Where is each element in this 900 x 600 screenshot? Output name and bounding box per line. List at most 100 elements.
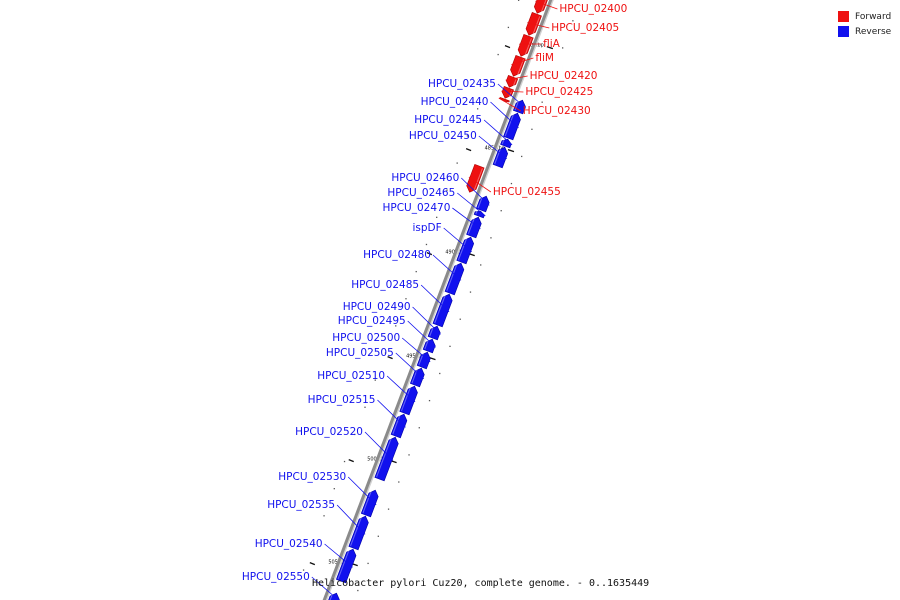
forward-label: Forward bbox=[855, 11, 892, 22]
minor-tick bbox=[357, 589, 359, 592]
gene-label[interactable]: HPCU_02455 bbox=[493, 186, 561, 198]
minor-tick bbox=[387, 508, 390, 510]
gene-feature[interactable] bbox=[416, 351, 431, 370]
gene-label[interactable]: HPCU_02540 bbox=[255, 538, 323, 550]
gene-feature[interactable] bbox=[466, 216, 482, 239]
gene-label[interactable]: HPCU_02425 bbox=[525, 86, 593, 98]
major-tick bbox=[429, 357, 436, 361]
minor-tick bbox=[302, 569, 305, 571]
gene-feature-highlight bbox=[467, 216, 476, 235]
major-tick bbox=[546, 46, 554, 50]
minor-tick bbox=[436, 216, 438, 218]
gene-feature[interactable] bbox=[409, 367, 425, 388]
gene-feature[interactable] bbox=[374, 436, 399, 482]
gene-label[interactable]: fliA bbox=[543, 38, 561, 50]
gene-feature-highlight bbox=[540, 0, 547, 14]
minor-tick bbox=[531, 128, 533, 130]
minor-tick bbox=[521, 155, 523, 158]
minor-tick bbox=[377, 535, 379, 537]
gene-label[interactable]: ispDF bbox=[413, 222, 442, 234]
minor-tick bbox=[497, 53, 499, 56]
legend: Forward Reverse bbox=[838, 9, 900, 39]
gene-feature-highlight bbox=[512, 79, 517, 88]
gene-label[interactable]: HPCU_02435 bbox=[428, 78, 496, 90]
gene-feature[interactable] bbox=[517, 34, 534, 57]
gene-feature-highlight bbox=[392, 413, 401, 435]
gene-feature[interactable] bbox=[390, 413, 408, 439]
gene-label[interactable]: HPCU_02450 bbox=[409, 130, 477, 142]
minor-tick bbox=[439, 372, 441, 375]
gene-feature[interactable] bbox=[510, 55, 526, 77]
minor-ticks bbox=[302, 0, 574, 592]
legend-item-reverse: Reverse bbox=[838, 24, 900, 39]
gene-label[interactable]: HPCU_02510 bbox=[317, 370, 385, 382]
gene-leader bbox=[511, 57, 534, 65]
gene-leader bbox=[336, 504, 366, 535]
gene-feature[interactable] bbox=[466, 164, 485, 193]
gene-leader bbox=[457, 192, 486, 217]
legend-item-forward: Forward bbox=[838, 9, 900, 24]
minor-tick bbox=[477, 108, 479, 110]
gene-leader bbox=[347, 476, 377, 506]
gene-feature[interactable] bbox=[444, 262, 465, 296]
gene-label[interactable]: HPCU_02420 bbox=[530, 70, 598, 82]
major-tick bbox=[507, 149, 515, 153]
minor-tick bbox=[415, 270, 417, 273]
gene-feature[interactable] bbox=[432, 293, 453, 328]
gene-label[interactable]: HPCU_02500 bbox=[332, 332, 400, 344]
gene-label[interactable]: HPCU_02550 bbox=[242, 571, 310, 583]
gene-label[interactable]: HPCU_02485 bbox=[351, 279, 419, 291]
gene-label[interactable]: HPCU_02490 bbox=[343, 301, 411, 313]
minor-tick bbox=[374, 379, 376, 381]
gene-label[interactable]: HPCU_02515 bbox=[308, 394, 376, 406]
gene-label[interactable]: HPCU_02470 bbox=[382, 202, 450, 214]
gene-feature-highlight bbox=[477, 195, 484, 209]
gene-label[interactable]: HPCU_02440 bbox=[421, 96, 489, 108]
minor-tick bbox=[456, 162, 458, 164]
gene-feature[interactable] bbox=[533, 0, 549, 14]
gene-leader bbox=[407, 320, 436, 348]
gene-feature[interactable] bbox=[335, 548, 357, 584]
gene-feature[interactable] bbox=[505, 75, 519, 88]
minor-tick bbox=[367, 562, 369, 565]
gene-feature-highlight bbox=[446, 262, 458, 292]
gene-leader bbox=[364, 431, 394, 461]
gene-feature[interactable] bbox=[348, 515, 369, 551]
minor-tick bbox=[466, 135, 469, 137]
gene-label[interactable]: HPCU_02535 bbox=[267, 499, 335, 511]
gene-feature[interactable] bbox=[492, 146, 509, 169]
gene-leader bbox=[461, 177, 490, 206]
minor-tick bbox=[487, 81, 489, 83]
gene-feature[interactable] bbox=[473, 210, 485, 219]
gene-label[interactable]: HPCU_02530 bbox=[278, 471, 346, 483]
gene-label[interactable]: HPCU_02430 bbox=[523, 105, 591, 117]
gene-label[interactable]: HPCU_02495 bbox=[338, 315, 406, 327]
major-tick bbox=[426, 252, 433, 256]
gene-label[interactable]: HPCU_02400 bbox=[559, 3, 627, 15]
gene-feature[interactable] bbox=[422, 338, 436, 354]
gene-label[interactable]: fliM bbox=[535, 52, 554, 64]
minor-tick bbox=[507, 26, 510, 29]
gene-label[interactable]: HPCU_02480 bbox=[363, 249, 431, 261]
gene-label[interactable]: HPCU_02505 bbox=[326, 347, 394, 359]
gene-leader bbox=[527, 22, 550, 29]
minor-tick bbox=[343, 460, 346, 463]
forward-swatch bbox=[838, 11, 849, 22]
gene-feature[interactable] bbox=[427, 325, 441, 341]
gene-label[interactable]: HPCU_02520 bbox=[295, 426, 363, 438]
gene-label[interactable]: HPCU_02460 bbox=[391, 172, 459, 184]
gene-label[interactable]: HPCU_02405 bbox=[551, 22, 619, 34]
gene-feature[interactable] bbox=[399, 385, 418, 416]
gene-feature[interactable] bbox=[456, 236, 475, 265]
gene-feature[interactable] bbox=[512, 99, 526, 115]
major-tick bbox=[465, 148, 472, 152]
gene-feature-highlight bbox=[507, 101, 509, 102]
gene-label[interactable]: HPCU_02445 bbox=[414, 114, 482, 126]
minor-tick bbox=[354, 433, 356, 436]
gene-label[interactable]: HPCU_02465 bbox=[387, 187, 455, 199]
minor-tick bbox=[418, 427, 420, 429]
gene-feature[interactable] bbox=[475, 195, 490, 213]
gene-feature-highlight bbox=[429, 325, 435, 337]
map-caption: Helicobacter pylori Cuz20, complete geno… bbox=[312, 578, 650, 589]
minor-tick bbox=[384, 352, 387, 354]
